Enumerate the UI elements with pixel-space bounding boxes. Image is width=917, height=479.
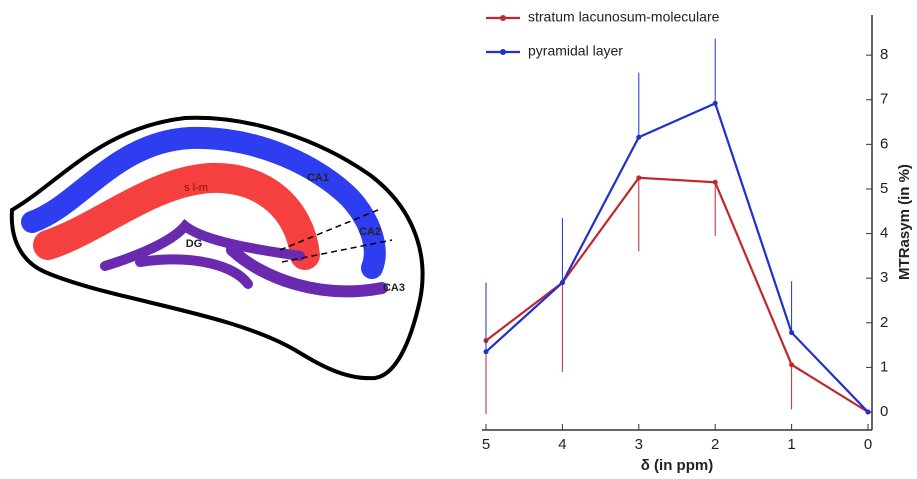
legend-label: stratum lacunosum-moleculare (528, 9, 720, 25)
y-tick-label: 1 (880, 358, 888, 375)
x-tick-label: 5 (482, 436, 490, 453)
y-tick-label: 3 (880, 269, 888, 286)
chart: δ (in ppm) MTRasym (in %) 0 1 2 3 4 5 6 7 8 5 4 3 2 1… (482, 9, 913, 474)
region-label: DG (186, 238, 203, 250)
dg (100, 219, 305, 271)
region-label: CA1 (307, 172, 329, 184)
dg-lower (135, 254, 253, 289)
point (789, 330, 795, 336)
point (483, 349, 489, 355)
pyramidal-band (21, 126, 386, 279)
dashed-line (279, 209, 379, 251)
x-tick-label: 3 (635, 436, 643, 453)
series-line (485, 176, 869, 413)
point (712, 179, 718, 185)
x-tick-label: 0 (864, 436, 872, 453)
y-tick-label: 0 (880, 403, 888, 420)
x-axis-label: δ (in ppm) (641, 457, 713, 474)
point (636, 175, 642, 181)
x-tick-label: 2 (711, 436, 719, 453)
point (789, 362, 795, 368)
region-label: CA3 (383, 282, 405, 294)
series-line (485, 101, 869, 413)
y-tick-label: 5 (880, 180, 888, 197)
x-tick-label: 4 (558, 436, 566, 453)
y-tick-label: 2 (880, 314, 888, 331)
legend-marker (500, 15, 506, 21)
ca3 (226, 244, 388, 298)
point (865, 409, 871, 415)
region-label: s l-m (184, 182, 208, 194)
slm-band (33, 162, 320, 270)
x-tick-label: 1 (787, 436, 795, 453)
y-axis-label: MTRasym (in %) (896, 164, 913, 280)
legend-marker (500, 49, 506, 55)
hippocampus-diagram: s l-m DG CA1 CA2 CA3 (9, 115, 425, 381)
y-tick-label: 4 (880, 225, 888, 242)
dashed-line (281, 239, 393, 263)
point (712, 100, 718, 106)
y-tick-label: 8 (880, 46, 888, 63)
point (559, 280, 565, 286)
y-tick-label: 7 (880, 91, 888, 108)
region-label: CA2 (359, 226, 381, 238)
legend-label: pyramidal layer (528, 43, 623, 59)
point (636, 134, 642, 140)
y-tick-label: 6 (880, 135, 888, 152)
